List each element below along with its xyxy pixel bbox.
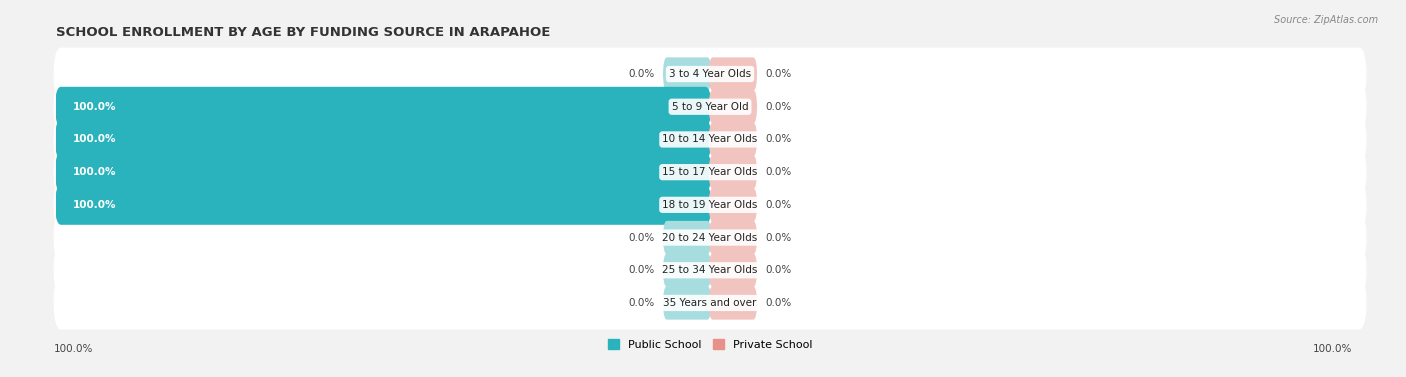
Text: 0.0%: 0.0% [766,233,792,242]
FancyBboxPatch shape [53,113,1367,166]
Text: 0.0%: 0.0% [628,69,654,79]
FancyBboxPatch shape [709,254,756,287]
Text: 10 to 14 Year Olds: 10 to 14 Year Olds [662,135,758,144]
FancyBboxPatch shape [709,286,756,320]
FancyBboxPatch shape [664,221,711,254]
FancyBboxPatch shape [55,120,711,159]
Text: 18 to 19 Year Olds: 18 to 19 Year Olds [662,200,758,210]
Text: 3 to 4 Year Olds: 3 to 4 Year Olds [669,69,751,79]
Text: 0.0%: 0.0% [628,233,654,242]
FancyBboxPatch shape [709,155,756,189]
Text: 0.0%: 0.0% [766,167,792,177]
FancyBboxPatch shape [709,57,756,91]
Text: 0.0%: 0.0% [766,69,792,79]
FancyBboxPatch shape [53,276,1367,329]
FancyBboxPatch shape [53,178,1367,231]
Text: 0.0%: 0.0% [766,102,792,112]
Text: 100.0%: 100.0% [73,200,117,210]
Text: 0.0%: 0.0% [766,298,792,308]
Text: 15 to 17 Year Olds: 15 to 17 Year Olds [662,167,758,177]
Text: 100.0%: 100.0% [53,344,93,354]
Text: 100.0%: 100.0% [1313,344,1353,354]
FancyBboxPatch shape [53,211,1367,264]
Legend: Public School, Private School: Public School, Private School [603,334,817,354]
FancyBboxPatch shape [664,254,711,287]
FancyBboxPatch shape [664,286,711,320]
Text: 0.0%: 0.0% [628,265,654,275]
Text: 100.0%: 100.0% [73,135,117,144]
Text: SCHOOL ENROLLMENT BY AGE BY FUNDING SOURCE IN ARAPAHOE: SCHOOL ENROLLMENT BY AGE BY FUNDING SOUR… [56,26,551,39]
Text: 25 to 34 Year Olds: 25 to 34 Year Olds [662,265,758,275]
Text: 100.0%: 100.0% [73,167,117,177]
FancyBboxPatch shape [53,80,1367,133]
Text: 0.0%: 0.0% [766,265,792,275]
FancyBboxPatch shape [53,244,1367,297]
FancyBboxPatch shape [709,188,756,222]
Text: 20 to 24 Year Olds: 20 to 24 Year Olds [662,233,758,242]
FancyBboxPatch shape [709,90,756,123]
Text: 100.0%: 100.0% [73,102,117,112]
FancyBboxPatch shape [55,152,711,192]
FancyBboxPatch shape [55,185,711,225]
Text: Source: ZipAtlas.com: Source: ZipAtlas.com [1274,15,1378,25]
Text: 35 Years and over: 35 Years and over [664,298,756,308]
Text: 0.0%: 0.0% [628,298,654,308]
Text: 5 to 9 Year Old: 5 to 9 Year Old [672,102,748,112]
FancyBboxPatch shape [55,87,711,127]
FancyBboxPatch shape [53,146,1367,199]
FancyBboxPatch shape [709,221,756,254]
Text: 0.0%: 0.0% [766,135,792,144]
Text: 0.0%: 0.0% [766,200,792,210]
FancyBboxPatch shape [53,48,1367,101]
FancyBboxPatch shape [709,123,756,156]
FancyBboxPatch shape [664,57,711,91]
